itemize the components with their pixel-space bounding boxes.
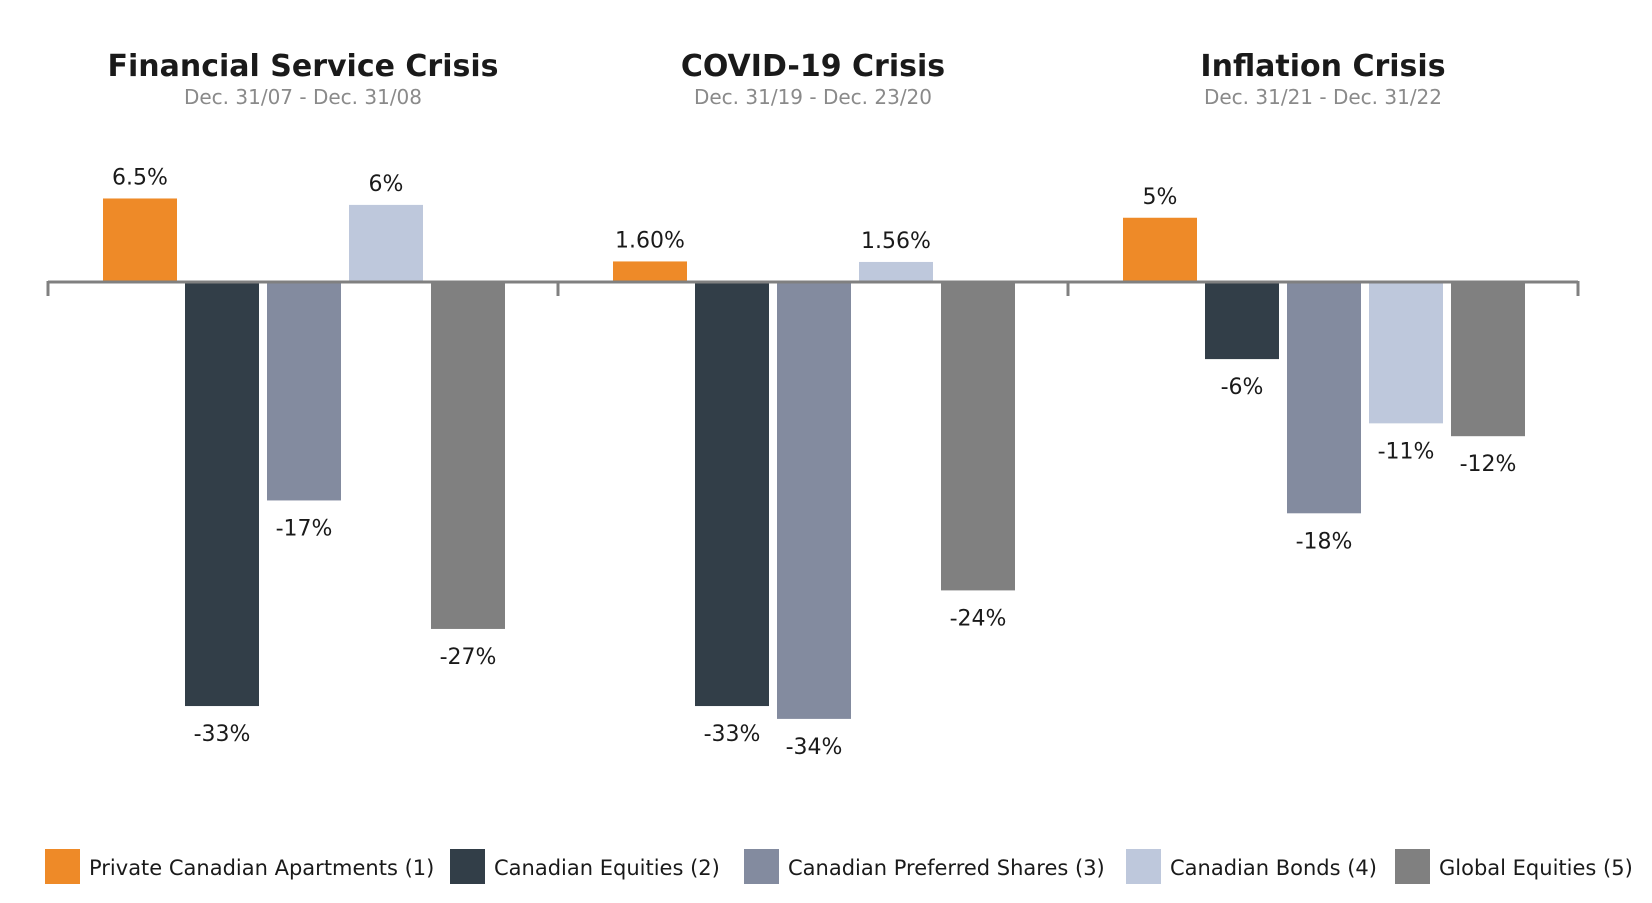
bar [1205, 282, 1279, 360]
bar [695, 282, 769, 707]
bar [941, 282, 1015, 591]
legend-label: Canadian Preferred Shares (3) [788, 856, 1105, 880]
bar [613, 261, 687, 282]
data-label: -11% [1378, 439, 1435, 464]
data-label: 6.5% [112, 165, 168, 190]
bar [1451, 282, 1525, 437]
data-label: -24% [950, 606, 1007, 631]
bar [859, 261, 933, 282]
bar [1369, 282, 1443, 424]
bar [185, 282, 259, 707]
data-label: -33% [704, 722, 761, 747]
panel-title: Inflation Crisis [1200, 49, 1445, 84]
bar [267, 282, 341, 501]
data-label: -33% [194, 722, 251, 747]
data-label: -34% [786, 735, 843, 760]
bar [431, 282, 505, 629]
panel-subtitle: Dec. 31/19 - Dec. 23/20 [694, 85, 932, 109]
data-label: 1.56% [861, 229, 931, 254]
panel-subtitle: Dec. 31/21 - Dec. 31/22 [1204, 85, 1442, 109]
legend-swatch [450, 849, 485, 884]
data-label: -17% [276, 516, 333, 541]
legend-swatch [1126, 849, 1161, 884]
legend-label: Canadian Bonds (4) [1170, 856, 1377, 880]
legend-swatch [1395, 849, 1430, 884]
legend-swatch [744, 849, 779, 884]
legend-label: Global Equities (5) [1439, 856, 1633, 880]
legend-item: Private Canadian Apartments (1) [45, 849, 434, 884]
data-label: -12% [1460, 452, 1517, 477]
legend: Private Canadian Apartments (1) Canadian … [45, 849, 1633, 884]
data-label: 5% [1143, 185, 1178, 210]
panel-title: COVID-19 Crisis [681, 49, 945, 84]
legend-item: Canadian Preferred Shares (3) [744, 849, 1105, 884]
legend-item: Canadian Equities (2) [450, 849, 720, 884]
bar [1123, 217, 1197, 282]
data-label: 1.60% [615, 228, 685, 253]
panel-subtitle: Dec. 31/07 - Dec. 31/08 [184, 85, 422, 109]
data-label: -27% [440, 645, 497, 670]
legend-label: Canadian Equities (2) [494, 856, 720, 880]
legend-item: Global Equities (5) [1395, 849, 1633, 884]
bar [777, 282, 851, 719]
data-label: 6% [369, 172, 404, 197]
data-label: -6% [1221, 375, 1264, 400]
bar [349, 204, 423, 282]
panel-title: Financial Service Crisis [107, 49, 498, 84]
legend-item: Canadian Bonds (4) [1126, 849, 1377, 884]
data-label: -18% [1296, 529, 1353, 554]
legend-label: Private Canadian Apartments (1) [89, 856, 434, 880]
bar [103, 198, 177, 282]
legend-swatch [45, 849, 80, 884]
bar [1287, 282, 1361, 514]
